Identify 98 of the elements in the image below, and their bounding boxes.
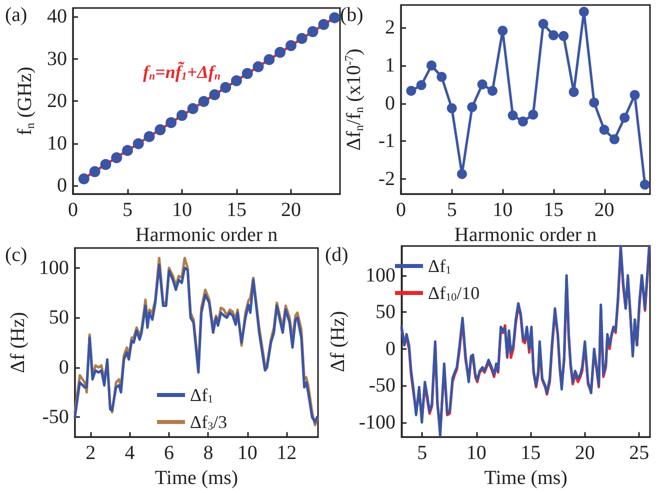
y-tick-label: 100 <box>366 264 396 286</box>
point <box>640 180 650 190</box>
point <box>89 166 100 178</box>
point <box>599 124 610 135</box>
y-tick-label: 100 <box>38 256 69 279</box>
point <box>528 110 538 120</box>
x-tick-label: 15 <box>520 442 541 464</box>
y-tick-label: 20 <box>47 90 67 112</box>
point <box>274 46 286 58</box>
point <box>144 131 155 142</box>
x-tick-label: 4 <box>124 442 135 464</box>
point <box>558 31 569 42</box>
point <box>508 110 518 120</box>
point <box>296 32 308 44</box>
point <box>264 54 275 66</box>
y-tick-label: -50 <box>368 374 396 397</box>
chart-title: (b) <box>340 4 364 26</box>
point <box>406 86 416 96</box>
point <box>498 26 508 36</box>
y-tick-label: 40 <box>47 5 67 28</box>
y-axis-title: Δf (Hz) <box>7 312 29 374</box>
point <box>467 102 478 112</box>
x-tick-label: 2 <box>86 442 96 464</box>
point <box>426 60 436 71</box>
point <box>198 96 210 107</box>
chart-title: (a) <box>5 4 28 26</box>
x-axis-title: Time (ms) <box>154 467 238 489</box>
x-tick-label: 20 <box>594 199 614 222</box>
x-axis-title: Harmonic order n <box>454 224 597 246</box>
point <box>329 12 340 24</box>
x-tick-label: 6 <box>164 442 174 464</box>
x-tick-label: 10 <box>466 442 486 464</box>
point <box>176 110 188 121</box>
point <box>630 90 640 100</box>
y-tick-label: 30 <box>47 48 67 70</box>
point <box>456 169 467 180</box>
x-tick-label: 20 <box>280 199 301 222</box>
x-tick-label: 8 <box>203 442 214 464</box>
point <box>285 40 296 52</box>
y-tick-label: 0 <box>58 356 69 378</box>
point <box>446 103 457 114</box>
y-axis-title: fn (GHz) <box>14 66 38 136</box>
point <box>416 80 426 90</box>
chart-title: (c) <box>5 244 28 266</box>
point <box>187 103 198 114</box>
x-tick-label: 25 <box>629 442 650 464</box>
x-tick-label: 5 <box>122 199 132 222</box>
y-tick-label: 2 <box>385 16 395 39</box>
x-tick-label: 15 <box>543 199 564 222</box>
y-tick-label: 1 <box>385 54 395 77</box>
chart-title: (d) <box>325 244 348 266</box>
point <box>518 116 528 126</box>
point <box>100 158 112 170</box>
point <box>318 19 330 30</box>
y-tick-label: -100 <box>358 411 396 434</box>
point <box>589 98 600 108</box>
point <box>252 61 264 72</box>
y-tick-label: -1 <box>378 130 395 152</box>
y-tick-label: 0 <box>57 174 67 197</box>
point <box>568 86 579 97</box>
x-tick-label: 20 <box>574 442 595 464</box>
x-tick-label: 10 <box>172 199 192 222</box>
y-axis-title: Δf (Hz) <box>327 310 349 372</box>
y-tick-label: 0 <box>385 92 395 114</box>
x-tick-label: 15 <box>226 199 246 222</box>
point <box>477 79 488 90</box>
x-tick-label: 5 <box>446 199 457 222</box>
point <box>166 117 177 128</box>
y-tick-label: -50 <box>42 406 69 428</box>
x-tick-label: 5 <box>417 442 428 464</box>
y-tick-label: 50 <box>376 301 396 324</box>
point <box>154 124 166 136</box>
point <box>220 82 232 94</box>
point <box>538 18 548 29</box>
point <box>242 68 253 80</box>
x-axis-title: Harmonic order n <box>135 224 278 246</box>
point <box>307 26 318 38</box>
point <box>548 30 558 40</box>
x-tick-label: 12 <box>276 442 297 464</box>
y-tick-label: 10 <box>47 132 67 154</box>
y-tick-label: 0 <box>386 338 396 360</box>
y-tick-label: 50 <box>48 306 69 329</box>
x-tick-label: 10 <box>237 442 258 464</box>
point <box>209 89 220 100</box>
point <box>436 72 447 82</box>
point <box>122 145 133 156</box>
point <box>578 6 589 17</box>
x-tick-label: 10 <box>492 199 513 222</box>
point <box>132 138 144 150</box>
point <box>111 152 122 164</box>
y-axis-title: Δfn/fn (x10-7) <box>342 48 366 151</box>
point <box>609 134 620 144</box>
y-tick-label: -2 <box>378 168 395 190</box>
point <box>78 173 90 184</box>
point <box>620 112 630 123</box>
point <box>230 75 242 86</box>
x-axis-title: Time (ms) <box>484 467 568 489</box>
point <box>487 86 498 96</box>
